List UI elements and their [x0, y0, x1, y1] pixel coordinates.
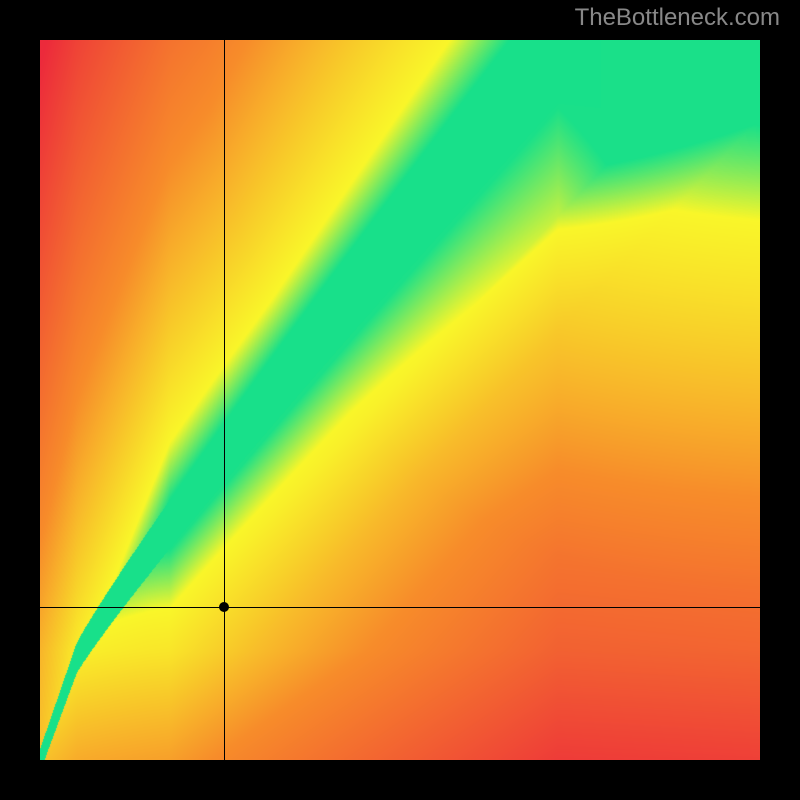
watermark-text: TheBottleneck.com [575, 4, 780, 32]
bottleneck-heatmap [40, 40, 760, 760]
crosshair-horizontal [40, 607, 760, 608]
selection-marker [219, 602, 229, 612]
crosshair-vertical [224, 40, 225, 760]
heatmap-canvas [40, 40, 760, 760]
